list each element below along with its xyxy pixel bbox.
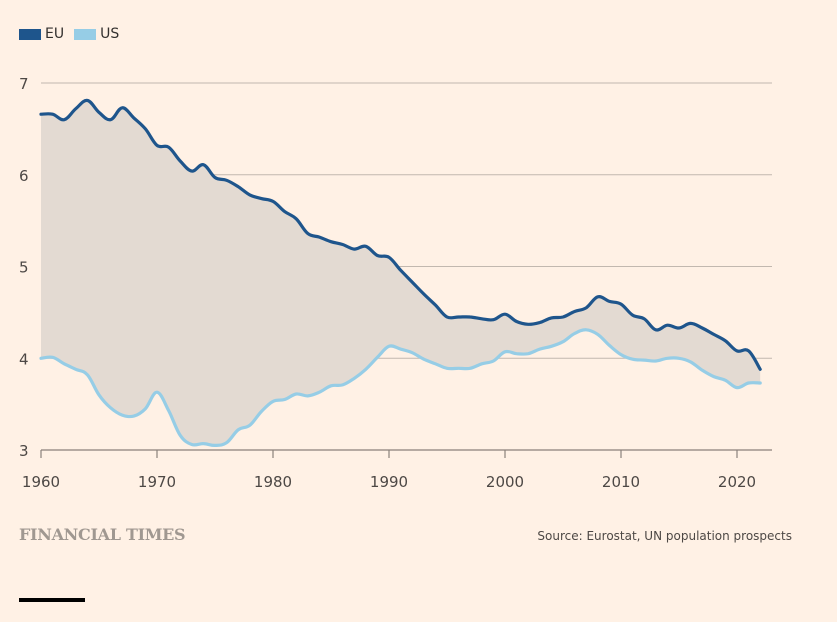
x-axis: 1960 1970 1980 1990 2000 2010 2020 [22,449,772,491]
x-tick-label: 1980 [254,473,292,491]
y-tick-label: 4 [19,350,29,368]
y-tick-label: 7 [19,75,29,93]
y-tick-label: 3 [19,442,29,460]
legend-label-eu: EU [45,26,65,42]
x-tick-label: 1960 [22,473,60,491]
ft-logo: FINANCIAL TIMES [19,525,186,544]
gap-fill-area [41,100,761,446]
legend-label-us: US [100,26,120,42]
legend-swatch-us [74,28,97,40]
series-line-us [39,328,762,448]
x-tick-label: 1970 [138,473,176,491]
legend-item-us: US [74,26,119,42]
x-tick-label: 2010 [602,473,640,491]
legend: EU US [19,26,119,42]
source-note: Source: Eurostat, UN population prospect… [537,529,792,543]
decorative-bar [19,598,85,602]
x-tick-label: 2020 [718,473,756,491]
y-axis-labels: 3 4 5 6 7 [19,75,29,460]
series-line-eu [39,98,762,371]
y-tick-label: 6 [19,167,29,185]
legend-swatch-eu [19,28,41,40]
y-tick-label: 5 [19,259,29,277]
legend-item-eu: EU [19,26,64,42]
x-tick-label: 2000 [486,473,524,491]
x-tick-label: 1990 [370,473,408,491]
